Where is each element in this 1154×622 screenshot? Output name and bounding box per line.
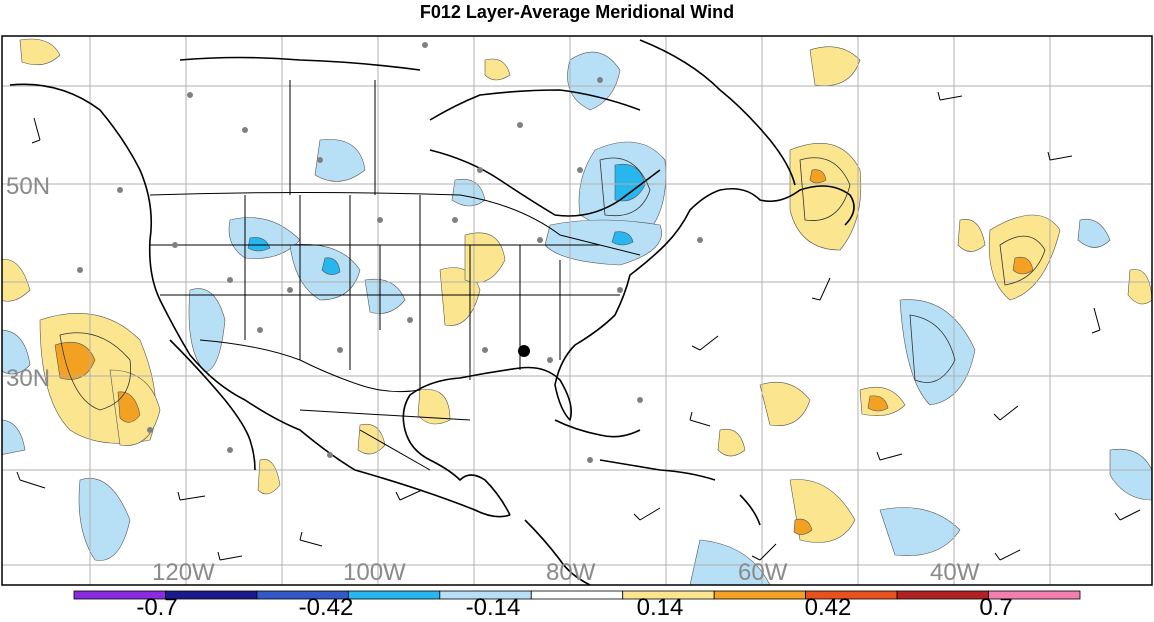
positive-wind-cores xyxy=(54,169,1034,535)
colorbar-swatch xyxy=(530,590,624,600)
lon-label-120w: 120W xyxy=(152,559,215,586)
political-borders xyxy=(149,80,641,471)
negative-wind-areas xyxy=(2,51,1152,585)
contour-lines xyxy=(59,157,1046,411)
colorbar-tick-label: -0.42 xyxy=(298,594,354,621)
colorbar-tick-label: 0.7 xyxy=(979,594,1013,621)
lat-label-30n: 30N xyxy=(6,365,50,392)
colorbar-swatch xyxy=(988,590,1081,600)
station-markers xyxy=(77,42,703,463)
map-title: F012 Layer-Average Meridional Wind xyxy=(419,2,735,22)
plot-frame xyxy=(1,35,1153,586)
colorbar-swatch xyxy=(713,590,807,600)
colorbar-tick-label: 0.14 xyxy=(636,594,684,621)
colorbar-tick-label: -0.14 xyxy=(465,594,521,621)
lat-label-50n: 50N xyxy=(6,173,50,200)
colorbar-tick-label: -0.7 xyxy=(136,594,178,621)
negative-wind-cores xyxy=(247,163,646,275)
lon-label-60w: 60W xyxy=(738,559,788,586)
colorbar-swatch xyxy=(165,590,258,600)
colorbar xyxy=(73,590,1081,600)
graticule xyxy=(2,36,1152,585)
colorbar-tick-label: 0.42 xyxy=(804,594,852,621)
lon-label-100w: 100W xyxy=(343,559,406,586)
highlight-station-marker xyxy=(518,345,530,357)
colorbar-swatch xyxy=(896,590,989,600)
colorbar-swatch xyxy=(347,590,441,600)
lon-label-80w: 80W xyxy=(546,559,596,586)
wind-barbs xyxy=(16,91,1141,561)
lon-label-40w: 40W xyxy=(930,559,980,586)
positive-wind-areas xyxy=(2,38,1152,543)
coastlines xyxy=(9,39,855,585)
